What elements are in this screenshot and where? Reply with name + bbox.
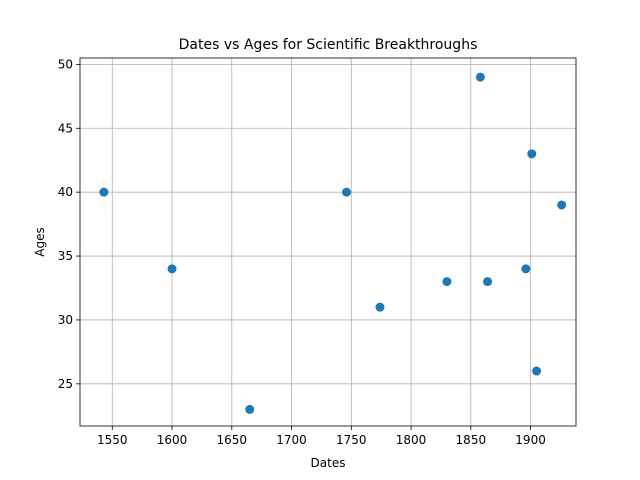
- x-tick-label: 1900: [515, 433, 546, 447]
- x-tick-label: 1600: [157, 433, 188, 447]
- data-point: [532, 366, 542, 376]
- y-tick-label: 50: [58, 57, 73, 71]
- y-axis: 25 30 35 40 45 50: [58, 57, 80, 391]
- data-points: [99, 72, 567, 414]
- x-tick-label: 1750: [336, 433, 367, 447]
- data-point: [483, 277, 493, 287]
- y-tick-label: 45: [58, 121, 73, 135]
- data-point: [557, 200, 567, 210]
- data-point: [475, 72, 485, 82]
- grid: [80, 58, 576, 426]
- x-tick-label: 1800: [396, 433, 427, 447]
- data-point: [245, 404, 255, 414]
- x-axis-label: Dates: [311, 456, 346, 470]
- x-tick-label: 1850: [456, 433, 487, 447]
- y-tick-label: 25: [58, 377, 73, 391]
- data-point: [442, 277, 452, 287]
- y-axis-label: Ages: [33, 227, 47, 256]
- x-axis: 1550 1600 1650 1700 1750 1800 1850 1900: [97, 426, 546, 447]
- x-tick-label: 1700: [276, 433, 307, 447]
- data-point: [167, 264, 177, 274]
- x-tick-label: 1650: [217, 433, 248, 447]
- data-point: [527, 149, 537, 159]
- plot-frame: [79, 57, 577, 427]
- data-point: [375, 302, 385, 312]
- data-point: [99, 187, 109, 197]
- y-tick-label: 40: [58, 185, 73, 199]
- data-point: [342, 187, 352, 197]
- chart-title: Dates vs Ages for Scientific Breakthroug…: [179, 37, 478, 53]
- x-tick-label: 1550: [97, 433, 128, 447]
- data-point: [521, 264, 531, 274]
- y-tick-label: 35: [58, 249, 73, 263]
- y-tick-label: 30: [58, 313, 73, 327]
